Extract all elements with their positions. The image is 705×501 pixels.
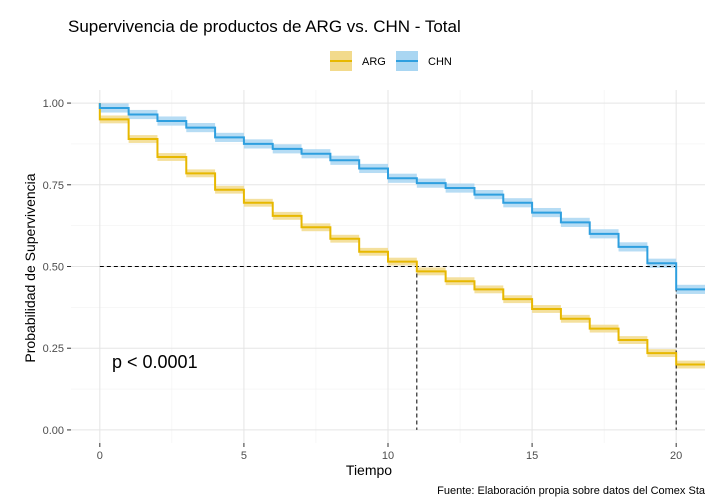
survival-lines: [98, 103, 705, 366]
caption: Fuente: Elaboración propia sobre datos d…: [437, 485, 705, 497]
x-tick-label: 15: [526, 450, 538, 462]
y-tick-label: 0.25: [43, 343, 64, 355]
y-tick-label: 0.75: [43, 180, 64, 192]
y-axis-title: Probabilidad de Supervivencia: [22, 173, 38, 362]
y-tick-label: 0.00: [43, 425, 64, 437]
x-axis-title: Tiempo: [346, 462, 392, 478]
legend: ARG CHN: [330, 51, 452, 71]
p-value-annotation: p < 0.0001: [112, 352, 198, 372]
chart-title: Supervivencia de productos de ARG vs. CH…: [68, 17, 461, 36]
legend-label-chn: CHN: [428, 56, 452, 68]
plot-area: [71, 90, 705, 443]
y-tick-label: 0.50: [43, 262, 64, 274]
y-axis: 0.00 0.25 0.50 0.75 1.00: [43, 98, 71, 437]
x-axis: 0 5 10 15 20: [97, 443, 682, 462]
x-tick-label: 20: [670, 450, 682, 462]
median-lines: [99, 266, 677, 430]
survival-line-chn: [98, 103, 705, 291]
x-tick-label: 10: [382, 450, 394, 462]
legend-label-arg: ARG: [362, 56, 386, 68]
survival-line-arg: [98, 103, 705, 366]
x-tick-label: 0: [97, 450, 103, 462]
y-tick-label: 1.00: [43, 98, 64, 110]
x-tick-label: 5: [241, 450, 247, 462]
